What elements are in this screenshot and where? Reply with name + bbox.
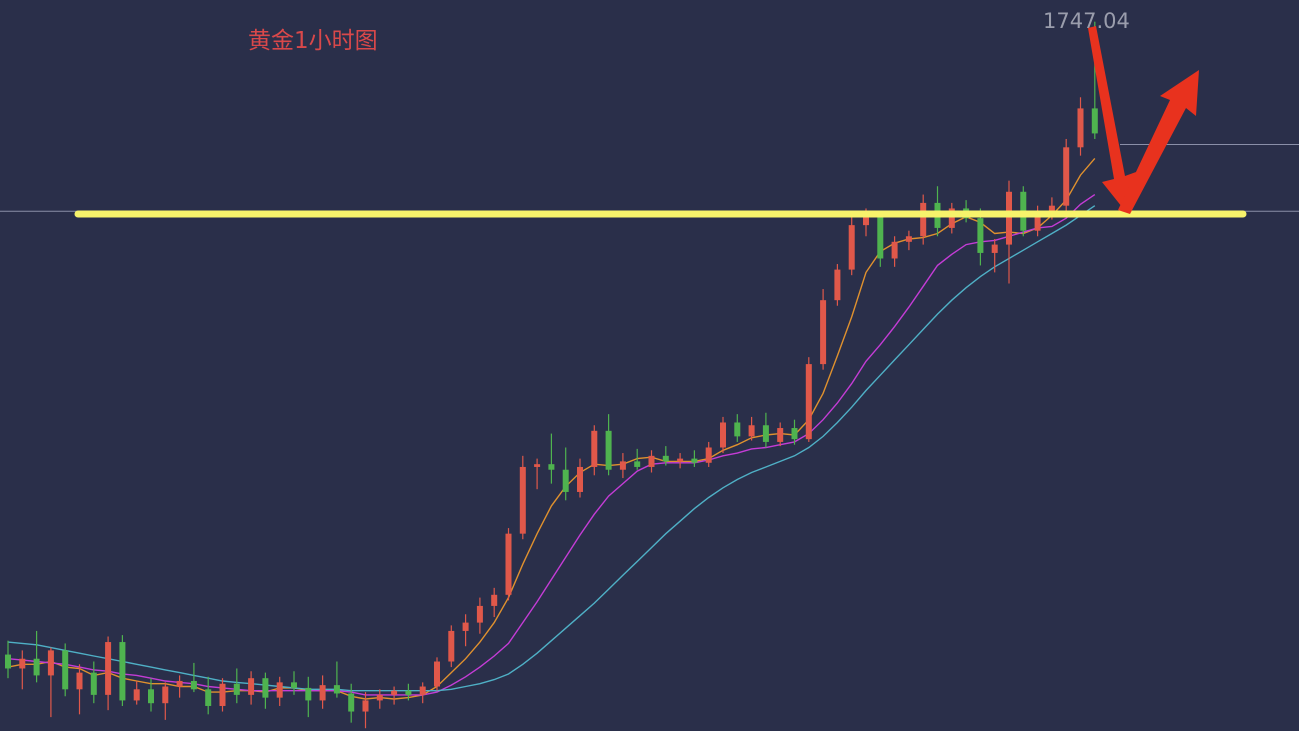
- candle-body: [805, 364, 812, 440]
- candle-body: [748, 425, 755, 437]
- candle-body: [233, 683, 240, 695]
- candle-body: [319, 685, 326, 701]
- candle-body: [820, 300, 827, 365]
- candle-body: [791, 428, 798, 440]
- candle-body: [205, 689, 212, 706]
- candle-body: [76, 672, 83, 690]
- candle-body: [948, 208, 955, 228]
- candle-body: [305, 687, 312, 701]
- candle-body: [648, 455, 655, 467]
- candle-body: [605, 430, 612, 470]
- candle-body: [333, 685, 340, 694]
- chart-title: 黄金1小时图: [248, 28, 378, 54]
- candle-body: [991, 244, 998, 253]
- candle-body: [291, 682, 297, 688]
- candle-body: [348, 693, 355, 712]
- candle-body: [877, 216, 884, 259]
- candle-body: [691, 458, 698, 463]
- arrows: [1088, 26, 1199, 214]
- high-label: 1747.04: [1043, 9, 1130, 33]
- candle-body: [376, 694, 383, 701]
- candle-body: [105, 642, 112, 695]
- candle-body: [434, 661, 440, 687]
- candle-body: [219, 683, 226, 706]
- candle-body: [863, 216, 869, 226]
- candle-body: [362, 700, 369, 712]
- candle-body: [548, 464, 555, 470]
- candle-body: [405, 690, 412, 695]
- candle-body: [1091, 108, 1098, 134]
- candle-body: [47, 650, 54, 676]
- candle-body: [190, 680, 197, 690]
- candle-body: [162, 686, 169, 704]
- candle-body: [534, 464, 541, 467]
- moving-average: [7, 157, 1096, 700]
- candle-body: [248, 678, 255, 695]
- candle-body: [462, 622, 469, 631]
- candle-body: [1006, 191, 1012, 245]
- candle-body: [448, 630, 455, 662]
- candle-body: [634, 461, 641, 467]
- candle-body: [777, 428, 784, 442]
- candle-body: [619, 461, 626, 470]
- candle-body: [119, 642, 126, 701]
- candle-body: [33, 658, 40, 676]
- candle-body: [491, 594, 498, 606]
- candle-body: [577, 466, 583, 492]
- candle-body: [562, 469, 569, 492]
- candle-body: [905, 236, 912, 242]
- down-arrow: [1088, 26, 1136, 212]
- candle-body: [662, 455, 669, 462]
- candle-body: [734, 422, 741, 437]
- candle-body: [834, 269, 841, 301]
- candle-body: [591, 430, 598, 467]
- candle-body: [176, 680, 183, 687]
- candle-body: [476, 605, 483, 623]
- candle-body: [762, 425, 769, 442]
- candle-body: [705, 447, 712, 463]
- moving-average: [7, 194, 1096, 696]
- candle-body: [419, 686, 426, 695]
- candle-body: [5, 654, 11, 669]
- candle-body: [720, 422, 726, 448]
- candle-body: [519, 466, 526, 534]
- candle-body: [920, 202, 927, 237]
- candle-body: [1077, 108, 1084, 148]
- candle-body: [1034, 214, 1041, 231]
- candle-body: [848, 225, 855, 270]
- candle-body: [505, 533, 512, 595]
- candle-body: [276, 682, 283, 698]
- candle-body: [977, 218, 984, 253]
- candle-body: [391, 690, 398, 695]
- moving-average: [7, 205, 1096, 692]
- candle-body: [1048, 205, 1055, 215]
- candle-body: [262, 678, 269, 698]
- candle-body: [19, 658, 26, 669]
- candle-body: [62, 650, 69, 690]
- up-arrow: [1118, 70, 1199, 214]
- candle-body: [1063, 147, 1070, 206]
- candle-body: [148, 689, 154, 704]
- candle-body: [90, 672, 97, 695]
- candle-body: [133, 689, 140, 701]
- candle-body: [677, 458, 684, 462]
- candle-body: [891, 241, 898, 259]
